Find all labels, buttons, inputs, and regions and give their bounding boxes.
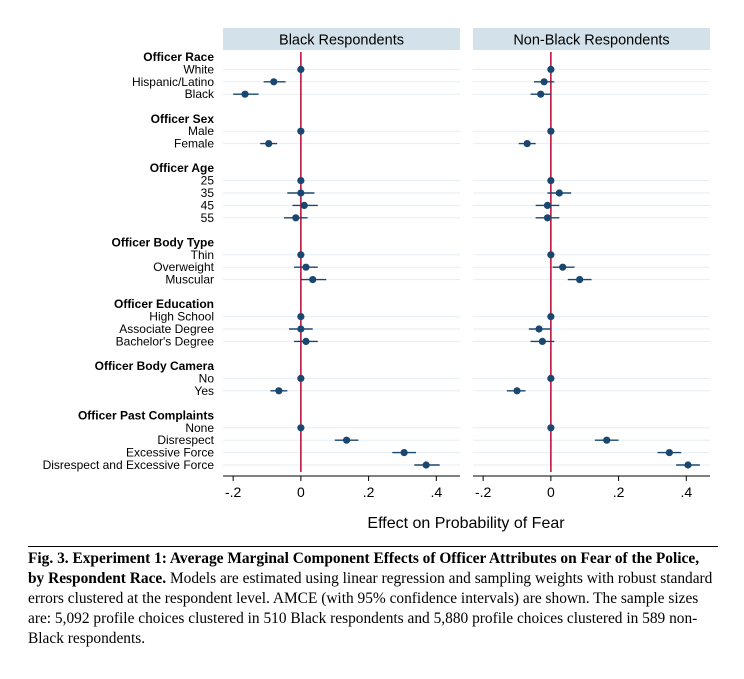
estimate-point <box>297 65 305 73</box>
caption-body: Models are estimated using linear regres… <box>28 570 713 647</box>
x-tick-label: .2 <box>363 484 375 500</box>
estimate-point <box>538 337 547 345</box>
estimate-point <box>547 177 555 185</box>
estimate-point <box>547 65 555 73</box>
estimate-point <box>297 189 305 197</box>
estimate-point <box>297 424 305 432</box>
level-label: Disrespect and Excessive Force <box>43 458 215 472</box>
level-label: 55 <box>201 211 215 225</box>
estimate-point <box>300 201 308 209</box>
estimate-point <box>297 127 305 135</box>
group-label: Officer Race <box>143 50 214 64</box>
estimate-point <box>559 263 567 271</box>
level-label: Female <box>174 137 214 151</box>
estimate-point <box>422 461 430 469</box>
level-label: Hispanic/Latino <box>132 75 214 89</box>
estimate-point <box>547 374 555 382</box>
estimate-point <box>540 78 548 86</box>
estimate-point <box>297 313 305 321</box>
group-label: Officer Sex <box>151 112 215 126</box>
level-label: Male <box>188 124 214 138</box>
panel-header-black <box>223 28 460 50</box>
estimate-point <box>342 436 351 444</box>
estimate-point <box>535 325 543 333</box>
estimate-point <box>400 449 408 457</box>
x-tick-label: 0 <box>547 484 555 500</box>
estimate-point <box>302 263 310 271</box>
estimate-point <box>275 387 283 395</box>
level-label: Excessive Force <box>126 446 214 460</box>
level-label: None <box>185 421 214 435</box>
estimate-point <box>537 90 545 98</box>
level-label: Associate Degree <box>119 322 214 336</box>
group-label: Officer Body Camera <box>95 359 215 373</box>
x-axis-label: Effect on Probability of Fear <box>367 515 565 532</box>
caption-lead: Fig. 3. Experiment 1: Average Marginal C… <box>28 550 700 587</box>
level-label: 45 <box>201 198 215 212</box>
estimate-point <box>547 251 555 259</box>
estimate-point <box>547 127 555 135</box>
panel-nonblack-respondents: Non-Black Respondents -.2 0 .2 .4 <box>473 28 710 500</box>
level-label: 35 <box>201 186 215 200</box>
estimate-point <box>297 251 305 259</box>
estimate-point <box>309 276 317 284</box>
figure-caption: Fig. 3. Experiment 1: Average Marginal C… <box>28 546 718 649</box>
estimate-point <box>297 177 305 185</box>
level-label: White <box>183 62 214 76</box>
estimate-point <box>543 201 552 209</box>
level-label: High School <box>149 310 214 324</box>
estimate-point <box>547 424 555 432</box>
x-tick-label: .2 <box>613 484 625 500</box>
estimate-point <box>513 387 521 395</box>
panel-black-respondents: Black Respondents -.2 0 .2 .4 <box>223 28 460 500</box>
x-tick-label: 0 <box>297 484 305 500</box>
estimate-point <box>292 214 300 222</box>
level-label: Overweight <box>153 260 214 274</box>
level-label: Bachelor's Degree <box>116 334 215 348</box>
group-label: Officer Past Complaints <box>78 408 214 422</box>
panel-header-nonblack <box>473 28 710 50</box>
estimate-point <box>684 461 692 469</box>
estimate-point <box>297 374 305 382</box>
level-label: Yes <box>194 384 214 398</box>
estimate-point <box>270 78 278 86</box>
group-label: Officer Education <box>114 297 214 311</box>
panel-title-black: Black Respondents <box>279 33 404 49</box>
estimate-point <box>523 140 531 148</box>
level-label: No <box>199 371 215 385</box>
level-label: Muscular <box>165 273 214 287</box>
estimate-point <box>576 276 584 284</box>
estimate-point <box>265 140 273 148</box>
estimate-point <box>241 90 249 98</box>
level-label: Thin <box>191 248 214 262</box>
x-tick-label: .4 <box>430 484 442 500</box>
estimate-point <box>665 449 673 457</box>
level-label: Black <box>185 87 215 101</box>
x-tick-label: -.2 <box>225 484 242 500</box>
level-label: 25 <box>201 174 215 188</box>
estimate-point <box>603 436 611 444</box>
x-tick-label: -.2 <box>475 484 492 500</box>
estimate-point <box>543 214 552 222</box>
group-label: Officer Body Type <box>112 235 215 249</box>
group-label: Officer Age <box>150 161 215 175</box>
estimate-point <box>547 313 555 321</box>
estimate-point <box>302 337 310 345</box>
estimate-point <box>555 189 563 197</box>
estimate-point <box>297 325 305 333</box>
x-tick-label: .4 <box>680 484 692 500</box>
panel-title-nonblack: Non-Black Respondents <box>513 33 669 49</box>
level-label: Disrespect <box>157 433 214 447</box>
